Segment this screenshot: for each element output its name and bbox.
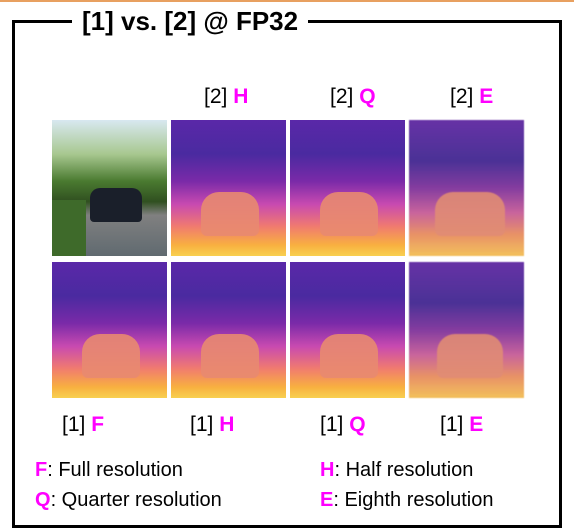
legend-item: H: Half resolution [320,458,473,482]
page: {"title": "[1] vs. [2] @ FP32", "column_… [0,0,574,531]
column-header: [2] E [450,85,493,109]
legend-letter: F [35,459,47,481]
label-letter: E [469,413,483,436]
depth-map [52,262,167,398]
label-prefix: [1] [62,413,85,436]
row-label: [1] F [62,413,104,437]
legend-text: : Quarter resolution [51,489,222,511]
legend-text: : Half resolution [334,459,473,481]
label-letter: E [479,85,493,108]
label-letter: H [233,85,248,108]
input-photo [52,120,167,256]
legend-text: : Full resolution [47,459,183,481]
depth-map [171,262,286,398]
legend-letter: Q [35,489,51,511]
column-header: [2] H [204,85,248,109]
label-letter: F [91,413,104,436]
label-letter: Q [359,85,375,108]
depth-map [171,120,286,256]
row-label: [1] H [190,413,234,437]
label-letter: H [219,413,234,436]
row-label: [1] Q [320,413,366,437]
legend-letter: H [320,459,334,481]
label-prefix: [1] [440,413,463,436]
top-rule [0,0,574,2]
label-prefix: [1] [320,413,343,436]
legend-item: F: Full resolution [35,458,183,482]
label-prefix: [2] [450,85,473,108]
legend-letter: E [320,489,333,511]
label-letter: Q [349,413,365,436]
label-prefix: [1] [190,413,213,436]
depth-map [409,120,524,256]
figure-title: [1] vs. [2] @ FP32 [72,5,308,37]
legend-item: E: Eighth resolution [320,488,493,512]
label-prefix: [2] [204,85,227,108]
label-prefix: [2] [330,85,353,108]
legend-text: : Eighth resolution [333,489,493,511]
depth-map [290,120,405,256]
depth-map [409,262,524,398]
column-header: [2] Q [330,85,376,109]
depth-map [290,262,405,398]
row-label: [1] E [440,413,483,437]
legend-item: Q: Quarter resolution [35,488,222,512]
